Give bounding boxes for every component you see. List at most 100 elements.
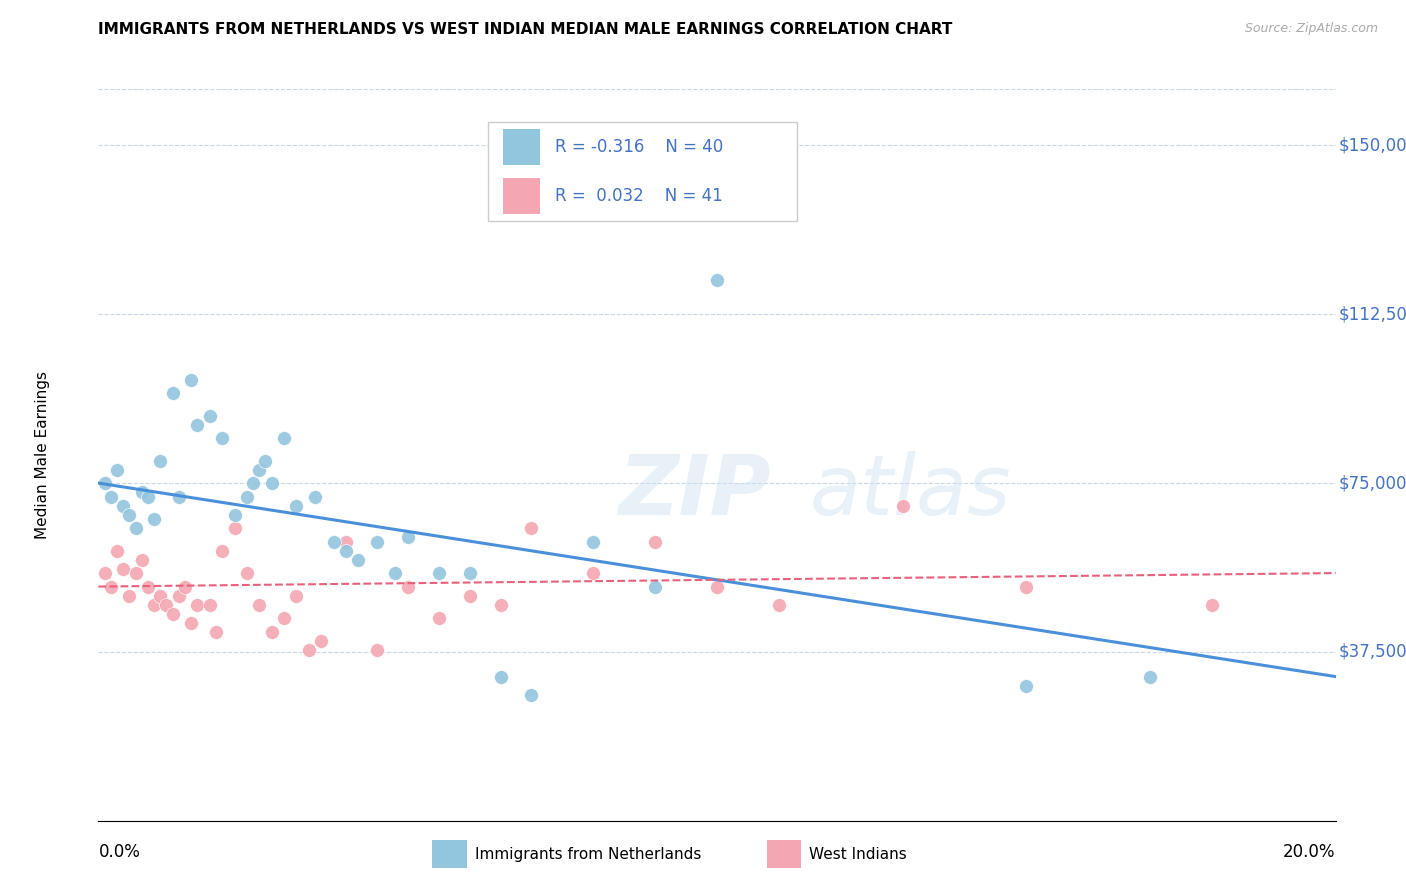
Point [458, 566, 481, 580]
Point [100, 580, 122, 594]
Point [347, 552, 370, 566]
Point [205, 624, 228, 639]
Point [285, 499, 308, 513]
Point [143, 598, 166, 612]
Point [167, 589, 190, 603]
Point [520, 521, 543, 535]
Bar [503, 129, 540, 164]
FancyBboxPatch shape [488, 122, 797, 221]
Point [1015, 679, 1038, 693]
Point [136, 490, 159, 504]
Point [124, 521, 146, 535]
Point [644, 580, 666, 594]
Point [149, 453, 172, 467]
Text: ZIP: ZIP [619, 451, 770, 532]
Point [396, 530, 419, 544]
Point [186, 598, 208, 612]
Point [335, 534, 357, 549]
Point [260, 624, 283, 639]
Point [155, 598, 177, 612]
Point [112, 499, 135, 513]
Point [180, 615, 202, 630]
Point [1201, 598, 1223, 612]
Point [174, 580, 197, 594]
Bar [766, 840, 801, 868]
Point [273, 611, 295, 625]
Text: 20.0%: 20.0% [1284, 843, 1336, 861]
Point [162, 386, 184, 401]
Point [309, 633, 332, 648]
Point [458, 589, 481, 603]
Point [1139, 670, 1161, 684]
Point [112, 561, 135, 575]
Point [260, 476, 283, 491]
Point [366, 534, 388, 549]
Point [322, 534, 344, 549]
Point [644, 534, 666, 549]
Point [180, 372, 202, 386]
Point [285, 589, 308, 603]
Point [198, 409, 221, 423]
Point [247, 598, 270, 612]
Point [136, 580, 159, 594]
Point [100, 490, 122, 504]
Text: $150,000: $150,000 [1339, 136, 1406, 154]
Text: $112,500: $112,500 [1339, 305, 1406, 323]
Text: 0.0%: 0.0% [98, 843, 141, 861]
Point [427, 611, 450, 625]
Point [211, 431, 233, 445]
Point [236, 566, 259, 580]
Point [582, 534, 605, 549]
Text: R = -0.316    N = 40: R = -0.316 N = 40 [555, 138, 723, 156]
Point [242, 476, 264, 491]
Point [224, 508, 246, 522]
Point [247, 462, 270, 476]
Text: West Indians: West Indians [808, 847, 907, 862]
Text: $75,000: $75,000 [1339, 474, 1406, 492]
Point [143, 512, 166, 526]
Text: Source: ZipAtlas.com: Source: ZipAtlas.com [1244, 22, 1378, 36]
Point [489, 598, 512, 612]
Point [105, 543, 128, 558]
Point [105, 462, 128, 476]
Text: atlas: atlas [810, 451, 1011, 532]
Point [1015, 580, 1038, 594]
Point [149, 589, 172, 603]
Point [891, 499, 914, 513]
Point [186, 417, 208, 432]
Point [273, 431, 295, 445]
Text: R =  0.032    N = 41: R = 0.032 N = 41 [555, 187, 723, 205]
Text: IMMIGRANTS FROM NETHERLANDS VS WEST INDIAN MEDIAN MALE EARNINGS CORRELATION CHAR: IMMIGRANTS FROM NETHERLANDS VS WEST INDI… [98, 22, 953, 37]
Point [520, 688, 543, 702]
Point [335, 543, 357, 558]
Point [93, 566, 115, 580]
Point [118, 589, 141, 603]
Point [236, 490, 259, 504]
Point [131, 552, 153, 566]
Point [366, 642, 388, 657]
Text: Immigrants from Netherlands: Immigrants from Netherlands [475, 847, 702, 862]
Point [118, 508, 141, 522]
Point [224, 521, 246, 535]
Point [489, 670, 512, 684]
Point [93, 476, 115, 491]
Point [254, 453, 277, 467]
Point [384, 566, 406, 580]
Point [298, 642, 321, 657]
Point [162, 607, 184, 621]
Text: $37,500: $37,500 [1339, 643, 1406, 661]
Point [304, 490, 326, 504]
Text: Median Male Earnings: Median Male Earnings [35, 371, 51, 539]
Point [396, 580, 419, 594]
Point [768, 598, 790, 612]
Point [124, 566, 146, 580]
Bar [433, 840, 467, 868]
Point [211, 543, 233, 558]
Point [131, 485, 153, 500]
Bar [503, 178, 540, 213]
Point [706, 580, 728, 594]
Point [198, 598, 221, 612]
Point [427, 566, 450, 580]
Point [167, 490, 190, 504]
Point [706, 273, 728, 287]
